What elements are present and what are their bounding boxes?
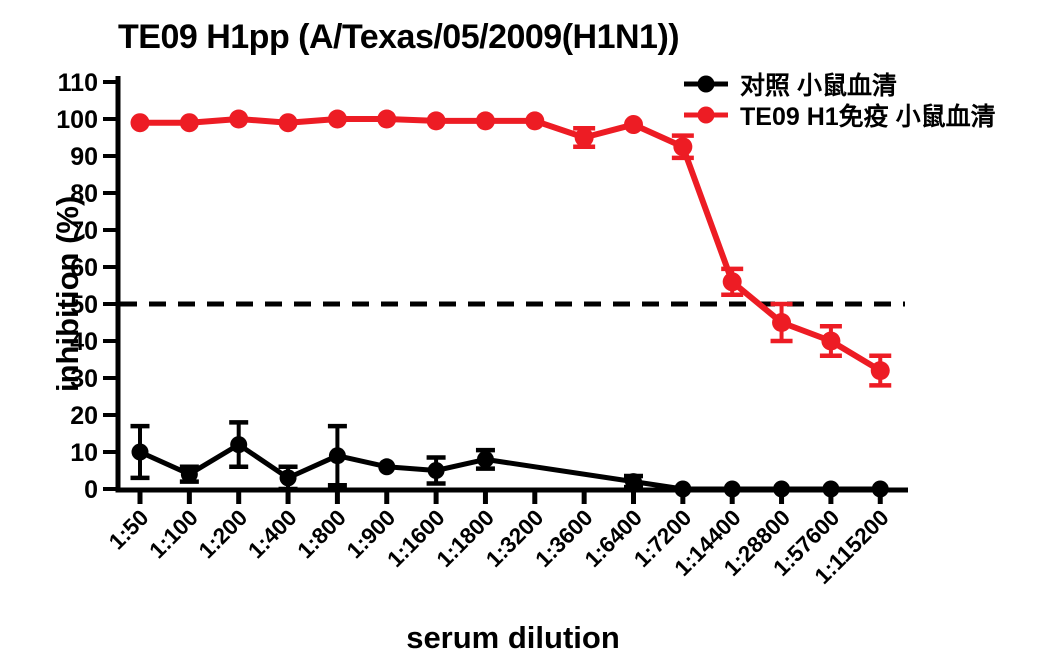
y-tick-label: 70 [70, 217, 98, 245]
data-point-control [822, 480, 840, 498]
data-point-control [131, 443, 149, 461]
data-point-immune [179, 113, 199, 133]
data-point-immune [327, 109, 347, 129]
data-point-immune [278, 113, 298, 133]
data-point-control [427, 462, 445, 479]
data-point-immune [130, 113, 150, 133]
data-point-immune [624, 115, 643, 135]
x-tick-label: 1:200 [194, 505, 252, 563]
y-tick-label: 90 [70, 143, 98, 171]
x-tick-label: 1:400 [243, 505, 301, 563]
data-point-immune [525, 111, 545, 131]
y-tick-label: 60 [70, 254, 98, 282]
legend-item-control: 对照 小鼠血清 [682, 68, 996, 100]
y-tick-label: 100 [56, 106, 98, 134]
y-tick-label: 80 [70, 180, 98, 208]
x-axis-title: serum dilution [406, 620, 620, 655]
data-point-control [674, 480, 692, 498]
x-tick-label: 1:100 [145, 505, 203, 563]
data-point-immune [673, 137, 693, 157]
data-point-control [279, 469, 297, 487]
data-point-immune [722, 272, 742, 292]
data-point-immune [870, 361, 890, 381]
legend-marker-immune-icon [684, 106, 728, 123]
data-point-control [378, 458, 396, 476]
data-point-control [476, 450, 494, 468]
data-point-control [230, 436, 248, 454]
data-point-control [625, 473, 642, 491]
data-point-control [871, 480, 889, 498]
legend-marker-control-icon [684, 75, 728, 92]
y-axis-title: inhibition (%) [50, 195, 85, 392]
data-point-immune [377, 109, 397, 129]
y-tick-label: 20 [70, 402, 98, 430]
data-point-control [180, 465, 198, 483]
data-point-immune [574, 128, 594, 147]
data-point-immune [821, 331, 841, 351]
chart-title: TE09 H1pp (A/Texas/05/2009(H1N1)) [118, 18, 680, 56]
x-tick-label: 1:800 [293, 505, 351, 563]
y-tick-label: 40 [70, 328, 98, 356]
legend-label-immune: TE09 H1免疫 小鼠血清 [740, 102, 996, 131]
data-point-immune [229, 109, 249, 129]
y-tick-label: 110 [58, 69, 98, 97]
legend-item-immune: TE09 H1免疫 小鼠血清 [682, 99, 996, 131]
y-tick-label: 50 [70, 291, 98, 319]
data-point-immune [772, 313, 792, 332]
series-line-immune [140, 116, 882, 374]
series-line-control [138, 442, 881, 492]
data-point-immune [475, 111, 495, 131]
chart-legend: 对照 小鼠血清 TE09 H1免疫 小鼠血清 [682, 68, 996, 131]
y-tick-label: 10 [70, 439, 98, 467]
legend-label-control: 对照 小鼠血清 [740, 71, 897, 100]
y-tick-label: 30 [70, 365, 98, 393]
data-point-control [723, 480, 741, 498]
data-point-immune [426, 111, 446, 131]
y-tick-label: 0 [84, 476, 98, 504]
data-point-control [328, 447, 346, 465]
data-point-control [773, 480, 791, 498]
